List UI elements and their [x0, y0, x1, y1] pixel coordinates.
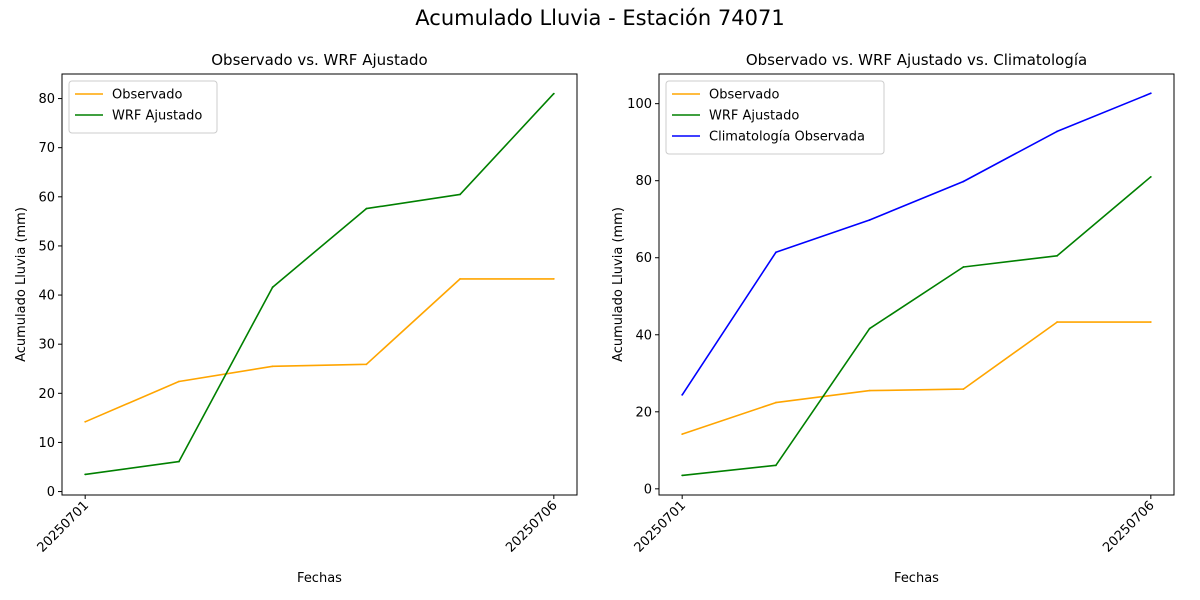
plot-frame	[61, 73, 578, 496]
data-point	[1149, 321, 1152, 323]
legend-label: Observado	[112, 88, 183, 103]
series-line-observado	[84, 278, 554, 423]
series-line-wrf-ajustado	[682, 176, 1152, 477]
legend-box	[68, 80, 218, 134]
data-point	[775, 401, 777, 404]
chart-title: Observado vs. WRF Ajustado vs. Climatolo…	[746, 51, 1087, 69]
y-tick-label: 40	[635, 328, 652, 343]
data-point	[365, 207, 368, 210]
y-tick-label: 40	[38, 289, 55, 304]
y-tick-label: 50	[38, 239, 55, 254]
x-tick-label: 20250701	[632, 498, 689, 555]
y-tick-label: 0	[47, 485, 55, 500]
y-tick-label: 80	[635, 174, 652, 189]
plot-frame	[658, 73, 1175, 496]
data-point	[775, 464, 777, 467]
data-point	[552, 277, 555, 280]
x-axis-label: Fechas	[297, 571, 342, 586]
data-point	[459, 193, 461, 196]
y-tick-label: 0	[644, 482, 652, 497]
data-point	[1149, 92, 1152, 95]
data-point	[271, 286, 274, 289]
data-point	[1056, 254, 1058, 257]
data-point	[178, 380, 180, 383]
data-point	[868, 389, 871, 392]
data-point	[681, 474, 684, 477]
data-point	[459, 277, 461, 280]
data-point	[178, 460, 180, 463]
data-point	[868, 219, 871, 221]
y-tick-label: 60	[635, 251, 652, 266]
data-point	[365, 363, 368, 366]
data-point	[962, 266, 965, 268]
y-tick-label: 100	[627, 97, 652, 112]
data-point	[84, 420, 87, 423]
legend-label: WRF Ajustado	[112, 109, 202, 124]
y-tick-label: 70	[38, 141, 55, 156]
data-point	[552, 92, 555, 95]
data-point	[681, 393, 684, 396]
data-point	[681, 433, 684, 436]
data-point	[271, 365, 274, 368]
data-point	[962, 388, 965, 390]
y-tick-label: 20	[635, 405, 652, 420]
series-line-climatolog-a-observada	[681, 92, 1152, 396]
chart-right: Observado vs. WRF Ajustado vs. Climatolo…	[611, 51, 1175, 586]
y-tick-label: 10	[38, 436, 55, 451]
series-line-observado	[681, 321, 1151, 435]
x-tick-label: 20250706	[503, 498, 560, 555]
x-tick-label: 20250701	[35, 498, 92, 555]
legend-box	[665, 80, 885, 155]
y-axis-label: Acumulado Lluvia (mm)	[14, 207, 29, 362]
chart-title: Observado vs. WRF Ajustado	[211, 51, 427, 69]
y-tick-label: 60	[38, 190, 55, 205]
figure-title: Acumulado Lluvia - Estación 74071	[415, 6, 785, 30]
data-point	[1056, 321, 1058, 323]
series-line-wrf-ajustado	[85, 93, 555, 476]
y-axis-label: Acumulado Lluvia (mm)	[611, 207, 626, 362]
legend-label: WRF Ajustado	[709, 109, 799, 124]
data-point	[775, 251, 777, 254]
x-tick-label: 20250706	[1100, 498, 1157, 555]
data-point	[84, 473, 87, 476]
data-point	[1056, 130, 1058, 133]
legend-label: Observado	[709, 88, 780, 103]
chart-left: Observado vs. WRF Ajustado 0 10 20 30 40 50 60 7…	[14, 51, 578, 586]
data-point	[1149, 175, 1152, 178]
y-tick-label: 30	[38, 338, 55, 353]
y-tick-label: 80	[38, 92, 55, 107]
legend-label: Climatología Observada	[709, 130, 865, 145]
data-point	[962, 180, 965, 183]
y-tick-label: 20	[38, 387, 55, 402]
x-axis-label: Fechas	[894, 571, 939, 586]
data-point	[868, 327, 871, 330]
